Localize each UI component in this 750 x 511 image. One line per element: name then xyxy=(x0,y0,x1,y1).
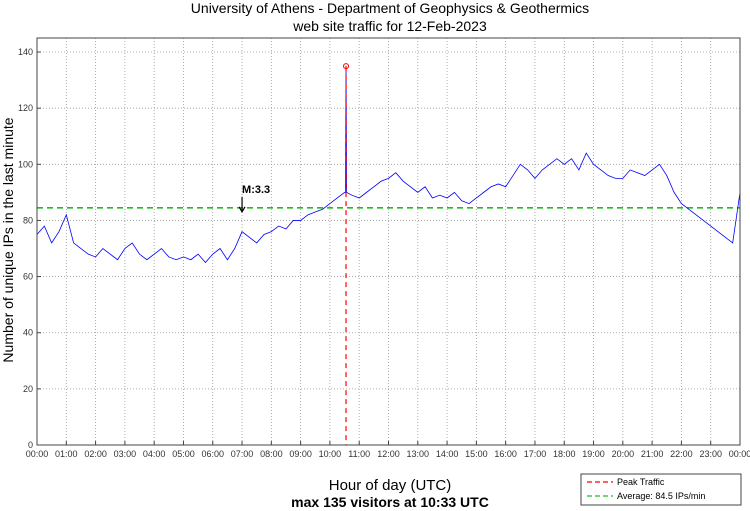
y-axis-label: Number of unique IPs in the last minute xyxy=(0,117,16,362)
chart-title-line1: University of Athens - Department of Geo… xyxy=(191,0,589,16)
x-tick-label: 07:00 xyxy=(231,449,254,459)
x-tick-label: 12:00 xyxy=(377,449,400,459)
x-tick-label: 21:00 xyxy=(641,449,664,459)
x-tick-label: 05:00 xyxy=(172,449,195,459)
chart-subtitle: max 135 visitors at 10:33 UTC xyxy=(291,494,489,510)
y-tick-label: 40 xyxy=(23,328,33,338)
x-tick-label: 16:00 xyxy=(494,449,517,459)
x-tick-label: 03:00 xyxy=(114,449,137,459)
x-axis-label: Hour of day (UTC) xyxy=(329,477,452,494)
x-tick-label: 20:00 xyxy=(612,449,635,459)
y-tick-label: 140 xyxy=(18,47,33,57)
annotation-arrow-icon xyxy=(238,196,246,214)
legend-peak-label: Peak Traffic xyxy=(617,477,665,487)
x-tick-label: 22:00 xyxy=(670,449,693,459)
x-tick-label: 14:00 xyxy=(436,449,459,459)
x-tick-label: 18:00 xyxy=(553,449,576,459)
annotation-label: M:3.3 xyxy=(242,184,270,196)
x-tick-label: 23:00 xyxy=(699,449,722,459)
y-tick-label: 80 xyxy=(23,215,33,225)
x-tick-label: 15:00 xyxy=(465,449,488,459)
y-tick-label: 60 xyxy=(23,272,33,282)
x-tick-label: 09:00 xyxy=(289,449,312,459)
x-tick-label: 19:00 xyxy=(582,449,605,459)
peak-marker xyxy=(343,63,350,70)
x-tick-label: 06:00 xyxy=(201,449,224,459)
x-tick-label: 13:00 xyxy=(407,449,430,459)
x-tick-label: 00:00 xyxy=(729,449,750,459)
x-tick-label: 08:00 xyxy=(260,449,283,459)
x-tick-label: 10:00 xyxy=(319,449,342,459)
x-tick-label: 01:00 xyxy=(55,449,78,459)
plot-frame xyxy=(36,37,741,446)
traffic-series-line xyxy=(36,66,741,264)
legend: Peak Traffic Average: 84.5 IPs/min xyxy=(580,473,742,506)
legend-average-label: Average: 84.5 IPs/min xyxy=(617,491,705,501)
y-tick-label: 120 xyxy=(18,103,33,113)
x-tick-label: 11:00 xyxy=(348,449,370,459)
chart-title-line2: web site traffic for 12-Feb-2023 xyxy=(292,18,487,34)
annotation-arrow-head xyxy=(238,206,246,214)
y-tick-label: 20 xyxy=(23,384,33,394)
x-tick-label: 02:00 xyxy=(84,449,107,459)
y-tick-label: 0 xyxy=(28,440,33,450)
y-tick-label: 100 xyxy=(18,159,33,169)
x-tick-label: 17:00 xyxy=(524,449,547,459)
x-tick-label: 04:00 xyxy=(143,449,166,459)
x-tick-label: 00:00 xyxy=(26,449,49,459)
